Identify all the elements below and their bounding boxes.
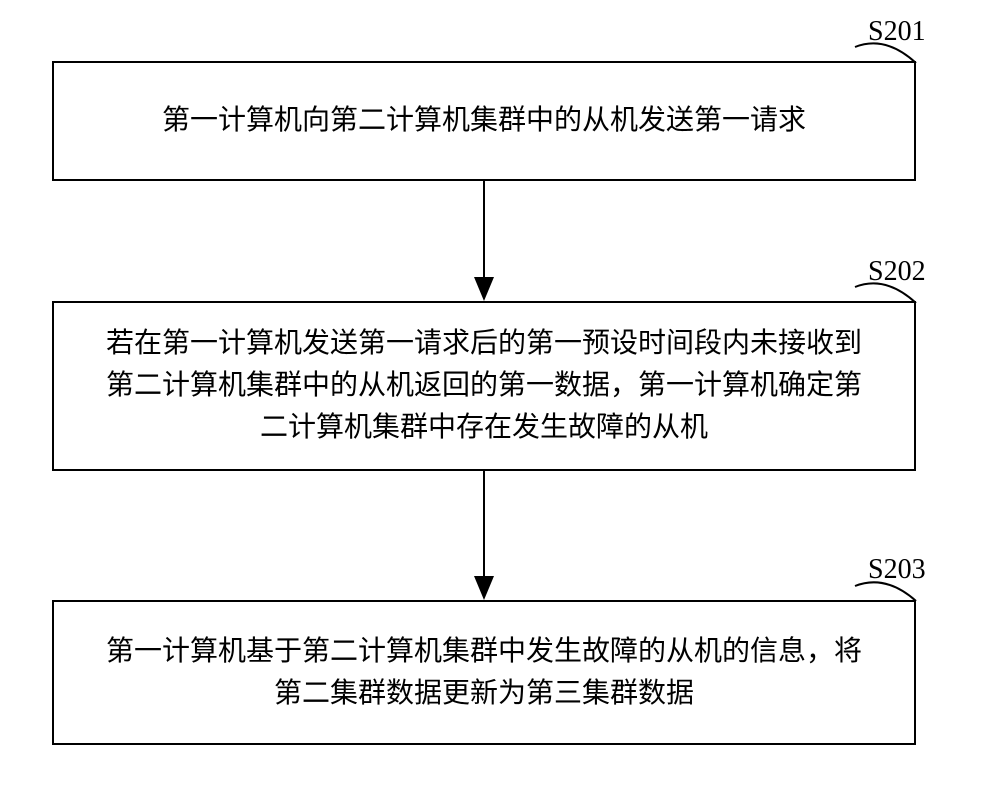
flow-node: 第一计算机向第二计算机集群中的从机发送第一请求	[52, 61, 916, 181]
flow-node-text: 若在第一计算机发送第一请求后的第一预设时间段内未接收到第二计算机集群中的从机返回…	[94, 323, 874, 449]
flow-node: 若在第一计算机发送第一请求后的第一预设时间段内未接收到第二计算机集群中的从机返回…	[52, 301, 916, 471]
flow-node: 第一计算机基于第二计算机集群中发生故障的从机的信息，将第二集群数据更新为第三集群…	[52, 600, 916, 745]
step-label: S203	[868, 554, 926, 586]
flow-node-text: 第一计算机向第二计算机集群中的从机发送第一请求	[94, 100, 874, 142]
step-label: S201	[868, 16, 926, 48]
flowchart-canvas: 第一计算机向第二计算机集群中的从机发送第一请求 S201 若在第一计算机发送第一请求…	[0, 0, 1000, 801]
flow-arrow-head	[474, 277, 494, 301]
step-label: S202	[868, 256, 926, 288]
flow-node-text: 第一计算机基于第二计算机集群中发生故障的从机的信息，将第二集群数据更新为第三集群…	[94, 631, 874, 715]
flow-arrow-head	[474, 576, 494, 600]
